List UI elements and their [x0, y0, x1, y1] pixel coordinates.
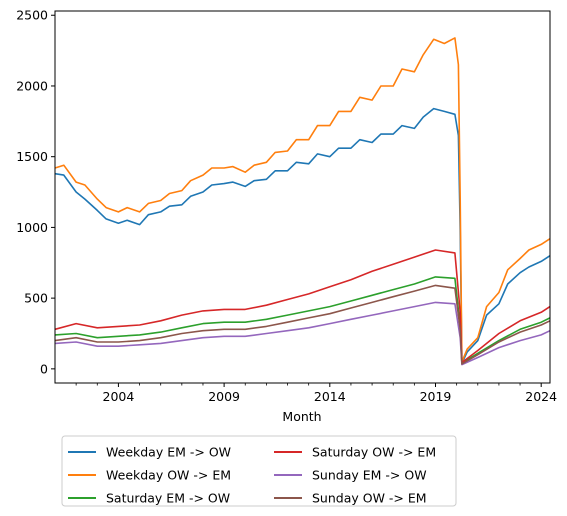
- y-tick-label: 500: [24, 291, 48, 306]
- legend-label: Sunday EM -> OW: [312, 468, 427, 483]
- y-tick-label: 2500: [16, 8, 48, 23]
- series-line-4: [54, 249, 551, 364]
- x-tick-label: 2009: [208, 389, 240, 404]
- plot-frame: [54, 10, 551, 384]
- series-line-2: [54, 37, 551, 363]
- legend-label: Weekday EM -> OW: [106, 445, 231, 460]
- legend-label: Saturday OW -> EM: [312, 445, 436, 460]
- x-tick-label: 2004: [103, 389, 135, 404]
- series-line-5: [54, 301, 551, 366]
- legend-label: Weekday OW -> EM: [106, 468, 231, 483]
- x-tick-label: 2014: [314, 389, 346, 404]
- series-line-1: [54, 107, 551, 364]
- series-line-3: [54, 276, 551, 364]
- legend-label: Saturday EM -> OW: [106, 491, 230, 506]
- x-tick-label: 2024: [525, 389, 557, 404]
- y-tick-label: 1000: [16, 220, 48, 235]
- x-axis: 2004 2009 2014 2019 2024: [75, 383, 557, 404]
- y-axis: 0 500 1000 1500 2000 2500: [16, 8, 55, 376]
- series-layer: [54, 37, 551, 366]
- x-axis-title: Month: [282, 409, 321, 424]
- legend-box: [61, 435, 457, 507]
- y-tick-label: 2000: [16, 78, 48, 93]
- series-line-6: [54, 284, 551, 365]
- x-tick-label: 2019: [420, 389, 452, 404]
- y-tick-label: 0: [40, 361, 48, 376]
- legend: Weekday EM -> OW Weekday OW -> EM Saturday…: [61, 435, 457, 507]
- y-tick-label: 1500: [16, 149, 48, 164]
- legend-label: Sunday OW -> EM: [312, 491, 427, 506]
